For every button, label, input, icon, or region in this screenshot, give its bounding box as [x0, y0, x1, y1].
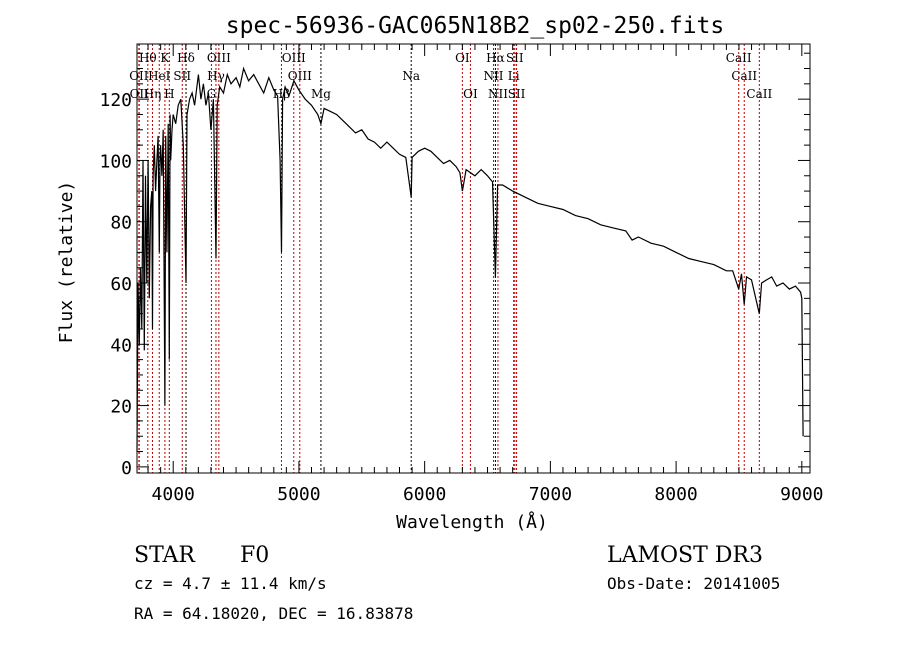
y-tick-label: 40 [110, 335, 132, 356]
x-tick-label: 7000 [529, 484, 572, 505]
y-tick-label: 100 [99, 151, 132, 172]
axis-ticks: 4000 5000 6000 7000 8000 9000 0 20 40 60 80 100 120 [99, 44, 824, 505]
line-label: SII [506, 51, 524, 65]
redshift-cz: cz = 4.7 ± 11.4 km/s [134, 574, 327, 593]
line-label: Hδ [177, 51, 195, 65]
line-label: Hα [486, 51, 505, 65]
line-label: G [207, 87, 217, 101]
line-label: SII [173, 69, 191, 83]
spectrum-series [136, 66, 804, 452]
chart-title: spec-56936-GAC065N18B2_sp02-250.fits [226, 13, 725, 39]
line-label: OII [130, 87, 150, 101]
object-subclass: F0 [240, 543, 269, 568]
x-tick-label: 8000 [654, 484, 697, 505]
survey-name: LAMOST DR3 [607, 543, 763, 568]
line-label: Hθ [139, 51, 157, 65]
spectrum-line [136, 66, 804, 452]
line-label: OI [455, 51, 470, 65]
y-tick-label: 0 [121, 458, 132, 479]
obs-date: Obs-Date: 20141005 [607, 574, 780, 593]
line-label: Hη [144, 87, 162, 101]
x-tick-label: 5000 [277, 484, 320, 505]
line-label: Hβ [273, 87, 290, 101]
x-tick-label: 4000 [152, 484, 195, 505]
plot-frame [136, 43, 811, 474]
line-label: CaII [726, 51, 752, 65]
line-label: SII [508, 87, 526, 101]
line-label: Na [402, 69, 420, 83]
object-class: STAR [134, 543, 196, 568]
y-tick-label: 120 [99, 90, 132, 111]
line-label: Mg [311, 87, 331, 101]
line-label: HeI [148, 69, 171, 83]
line-label: OIII [282, 51, 306, 65]
line-label: NII [488, 87, 508, 101]
y-tick-label: 80 [110, 213, 132, 234]
ra-dec: RA = 64.18020, DEC = 16.83878 [134, 604, 413, 623]
line-label: NII [484, 69, 504, 83]
line-label: CaII [731, 69, 757, 83]
line-label: OII [129, 69, 149, 83]
y-axis-label: Flux (relative) [56, 181, 77, 344]
line-label: H [164, 87, 174, 101]
line-label: OIII [288, 69, 312, 83]
line-label: Hγ [207, 69, 225, 83]
line-label: CaII [746, 87, 772, 101]
y-tick-label: 20 [110, 397, 132, 418]
y-tick-label: 60 [110, 274, 132, 295]
x-tick-label: 9000 [780, 484, 823, 505]
line-label: K [160, 51, 170, 65]
line-label: OI [463, 87, 478, 101]
x-tick-label: 6000 [403, 484, 446, 505]
line-label: Li [508, 69, 520, 83]
line-markers [138, 44, 760, 473]
line-label: OIII [207, 51, 231, 65]
x-axis-label: Wavelength (Å) [396, 511, 548, 533]
